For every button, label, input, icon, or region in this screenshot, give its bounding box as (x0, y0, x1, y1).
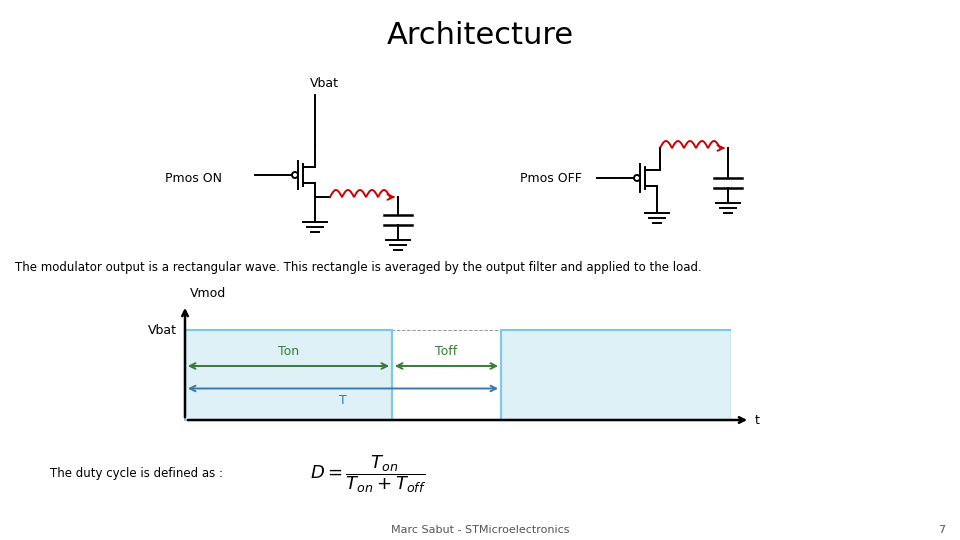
Bar (185, 330, 392, 420)
Text: The modulator output is a rectangular wave. This rectangle is averaged by the ou: The modulator output is a rectangular wa… (15, 261, 702, 274)
Text: Architecture: Architecture (387, 21, 573, 50)
Text: The duty cycle is defined as :: The duty cycle is defined as : (50, 468, 223, 481)
Bar (501, 330, 730, 420)
Text: Marc Sabut - STMicroelectronics: Marc Sabut - STMicroelectronics (391, 525, 569, 535)
Text: Vmod: Vmod (190, 287, 227, 300)
Text: Toff: Toff (436, 345, 458, 358)
Text: Ton: Ton (278, 345, 300, 358)
Text: Pmos OFF: Pmos OFF (520, 172, 582, 185)
Text: Pmos ON: Pmos ON (165, 172, 222, 185)
Text: T: T (339, 395, 347, 408)
Text: 7: 7 (938, 525, 945, 535)
Text: Vbat: Vbat (310, 77, 339, 90)
Text: t: t (755, 414, 760, 427)
Text: $D = \dfrac{T_{on}}{T_{on} + T_{off}}$: $D = \dfrac{T_{on}}{T_{on} + T_{off}}$ (310, 453, 426, 495)
Text: Vbat: Vbat (148, 323, 177, 336)
